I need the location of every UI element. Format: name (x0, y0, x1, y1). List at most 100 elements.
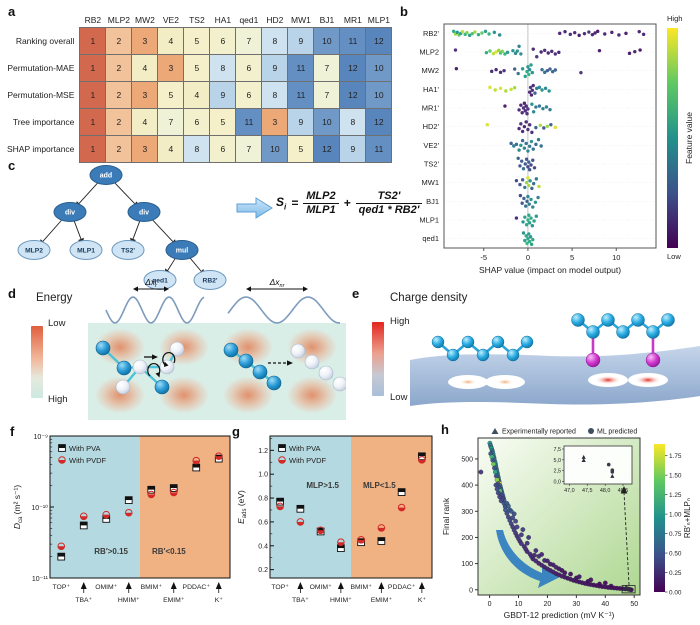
svg-text:EMIM⁺: EMIM⁺ (371, 597, 393, 604)
svg-text:0: 0 (488, 601, 492, 608)
heatmap-cell: 10 (313, 27, 341, 55)
heatmap-cell: 10 (365, 81, 393, 109)
svg-text:1.00: 1.00 (669, 511, 682, 518)
heatmap-cell: 10 (365, 54, 393, 82)
svg-text:0.50: 0.50 (669, 550, 682, 557)
heatmap-cell: 11 (235, 108, 263, 136)
charge-density-title: Charge density (390, 292, 468, 304)
heatmap-cell: 9 (339, 135, 367, 163)
heatmap-column-header: MW2 (134, 15, 155, 25)
equation-lhs: Si (276, 194, 287, 212)
svg-text:TOP⁺: TOP⁺ (53, 584, 71, 591)
shap-beeswarm-chart: RB2' MLP2 MW2 HA1' MR1' HD2' VE2' TS2' MW1 BJ1 MLP… (419, 14, 694, 275)
heatmap-cell: 1 (79, 27, 107, 55)
svg-text:PDDAC⁺: PDDAC⁺ (183, 584, 211, 591)
heatmap-column-header: VE2 (162, 15, 179, 25)
svg-text:With PVDF: With PVDF (69, 456, 107, 465)
svg-text:EMIM⁺: EMIM⁺ (163, 597, 185, 604)
svg-text:Δxnr: Δxnr (269, 277, 286, 289)
heatmap-column-header: MLP1 (367, 15, 391, 25)
heatmap-cell: 1 (79, 135, 107, 163)
heatmap-column-header: HA1 (214, 15, 232, 25)
panel-label-d: d (8, 286, 16, 301)
svg-text:48,5: 48,5 (618, 488, 629, 494)
heatmap-cell: 12 (313, 135, 341, 163)
svg-text:HMIM⁺: HMIM⁺ (118, 597, 140, 604)
svg-text:MLP1: MLP1 (77, 247, 95, 254)
svg-text:SHAP value (impact on model ou: SHAP value (impact on model output) (479, 265, 621, 275)
svg-text:VE2': VE2' (423, 141, 439, 150)
heatmap-column-header: BJ1 (319, 15, 335, 25)
svg-text:MLP1: MLP1 (419, 216, 439, 225)
heatmap-cell: 6 (209, 135, 237, 163)
svg-text:30: 30 (572, 601, 580, 608)
svg-text:0.75: 0.75 (669, 531, 682, 538)
heatmap-cell: 11 (339, 27, 367, 55)
heatmap-cell: 9 (261, 54, 289, 82)
svg-text:7,5: 7,5 (554, 447, 562, 453)
svg-text:Eads (eV): Eads (eV) (236, 490, 248, 524)
svg-text:RB′ₙ+MLPₙ: RB′ₙ+MLPₙ (683, 498, 692, 538)
equation-fraction-2: TS2' qed1 * RB2' (355, 190, 423, 216)
heatmap-row-label: Permutation-MAE (7, 63, 75, 73)
svg-text:0.4: 0.4 (258, 543, 268, 550)
heatmap-cell: 10 (261, 135, 289, 163)
heatmap-cell: 3 (261, 108, 289, 136)
svg-text:47,0: 47,0 (564, 488, 575, 494)
expression-tree-diagram: add div div MLP2 MLP1 TS2' mul qed1 RB2' (17, 165, 227, 290)
svg-text:With PVA: With PVA (289, 444, 321, 453)
heatmap-cell: 3 (157, 54, 185, 82)
svg-text:100: 100 (461, 561, 473, 568)
svg-text:ML predicted: ML predicted (597, 429, 637, 436)
heatmap-cell: 5 (157, 81, 185, 109)
svg-text:400: 400 (461, 483, 473, 490)
heatmap-row-label: Tree importance (12, 117, 75, 127)
svg-text:MLP>1.5: MLP>1.5 (306, 481, 339, 490)
heatmap-row-label: Permutation-MSE (7, 90, 75, 100)
heatmap-cell: 11 (287, 54, 315, 82)
svg-text:20: 20 (544, 601, 552, 608)
heatmap-cell: 10 (313, 108, 341, 136)
svg-text:div: div (139, 209, 149, 216)
heatmap-cell: 8 (339, 108, 367, 136)
svg-text:TOP⁺: TOP⁺ (271, 584, 289, 591)
svg-text:div: div (65, 209, 75, 216)
svg-text:TBA⁺: TBA⁺ (292, 597, 309, 604)
heatmap-cell: 8 (261, 27, 289, 55)
svg-text:0.8: 0.8 (258, 496, 268, 503)
svg-text:TS2': TS2' (121, 247, 135, 254)
svg-text:0: 0 (526, 253, 530, 262)
panel-label-a: a (8, 4, 16, 19)
heatmap-cell: 6 (209, 27, 237, 55)
energy-title: Energy (36, 292, 73, 304)
svg-text:-5: -5 (480, 253, 487, 262)
svg-text:BMIM⁺: BMIM⁺ (141, 584, 163, 591)
energy-scale-high-label: High (48, 394, 68, 405)
heatmap-cell: 8 (209, 54, 237, 82)
svg-text:Low: Low (667, 252, 681, 261)
heatmap-cell: 7 (235, 135, 263, 163)
svg-text:qed1: qed1 (152, 277, 168, 284)
svg-text:MLP2: MLP2 (25, 247, 43, 254)
svg-text:0: 0 (469, 587, 473, 594)
heatmap-cell: 5 (183, 27, 211, 55)
heatmap-cell: 4 (183, 81, 211, 109)
heatmap-cell: 4 (157, 135, 185, 163)
adsorption-energy-chart: 0.2 0.4 0.6 0.8 1.0 1.2 With PVA With PVDF MLP>1… (236, 435, 433, 604)
svg-text:40: 40 (601, 601, 609, 608)
heatmap-cell: 7 (235, 27, 263, 55)
svg-text:BMIM⁺: BMIM⁺ (350, 584, 372, 591)
charge-density-scene (410, 313, 700, 406)
svg-text:Final rank: Final rank (441, 497, 451, 535)
heatmap-cell: 2 (105, 27, 133, 55)
svg-text:K⁺: K⁺ (418, 597, 427, 604)
heatmap-cell: 5 (287, 135, 315, 163)
svg-text:RB′<0.15: RB′<0.15 (152, 547, 186, 556)
heatmap-cell: 8 (183, 135, 211, 163)
feature-ranking-heatmap: RB2 MLP2 MW2 VE2 TS2 HA1 qed1 HD2 MW1 BJ1 MR1 MLP1 R… (6, 14, 393, 163)
svg-text:1.75: 1.75 (669, 453, 682, 460)
heatmap-grid: RB2 MLP2 MW2 VE2 TS2 HA1 qed1 HD2 MW1 BJ1 MR1 MLP1 R… (6, 14, 393, 163)
heatmap-cell: 4 (157, 27, 185, 55)
heatmap-cell: 6 (235, 81, 263, 109)
svg-text:5: 5 (570, 253, 574, 262)
